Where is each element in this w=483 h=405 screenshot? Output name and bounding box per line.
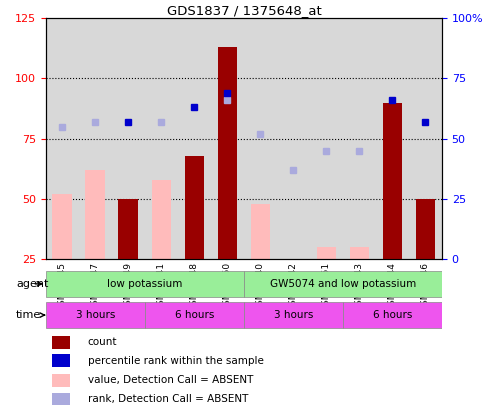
Text: GW5074 and low potassium: GW5074 and low potassium [270, 279, 416, 289]
Bar [46, 302, 145, 328]
Bar [145, 18, 178, 259]
Bar [79, 18, 112, 259]
Text: 6 hours: 6 hours [175, 310, 214, 320]
Bar [217, 47, 237, 259]
Bar [277, 18, 310, 259]
Bar [244, 302, 343, 328]
Bar [409, 18, 442, 259]
Bar [316, 247, 336, 259]
Text: 3 hours: 3 hours [76, 310, 115, 320]
Text: count: count [88, 337, 117, 347]
Bar [343, 302, 442, 328]
Bar [343, 18, 376, 259]
Bar [152, 180, 171, 259]
Bar [52, 354, 70, 367]
Bar [211, 18, 244, 259]
Text: low potassium: low potassium [107, 279, 183, 289]
Bar [251, 204, 270, 259]
Bar [118, 199, 138, 259]
Bar [145, 302, 244, 328]
Bar [350, 247, 369, 259]
Bar [53, 194, 72, 259]
Text: percentile rank within the sample: percentile rank within the sample [88, 356, 264, 366]
Bar [415, 199, 435, 259]
Bar [244, 271, 442, 297]
Text: time: time [16, 310, 44, 320]
Bar [52, 374, 70, 387]
Bar [85, 170, 105, 259]
Text: value, Detection Call = ABSENT: value, Detection Call = ABSENT [88, 375, 253, 385]
Text: rank, Detection Call = ABSENT: rank, Detection Call = ABSENT [88, 394, 248, 404]
Bar [310, 18, 343, 259]
Bar [244, 18, 277, 259]
Bar [185, 156, 204, 259]
Bar [52, 392, 70, 405]
Text: 6 hours: 6 hours [373, 310, 412, 320]
Bar [376, 18, 409, 259]
Bar [52, 336, 70, 349]
Title: GDS1837 / 1375648_at: GDS1837 / 1375648_at [167, 4, 321, 17]
Bar [112, 18, 145, 259]
Text: 3 hours: 3 hours [274, 310, 313, 320]
Bar [46, 271, 244, 297]
Text: agent: agent [16, 279, 49, 289]
Bar [217, 102, 237, 259]
Bar [178, 18, 211, 259]
Bar [383, 102, 402, 259]
Bar [46, 18, 79, 259]
